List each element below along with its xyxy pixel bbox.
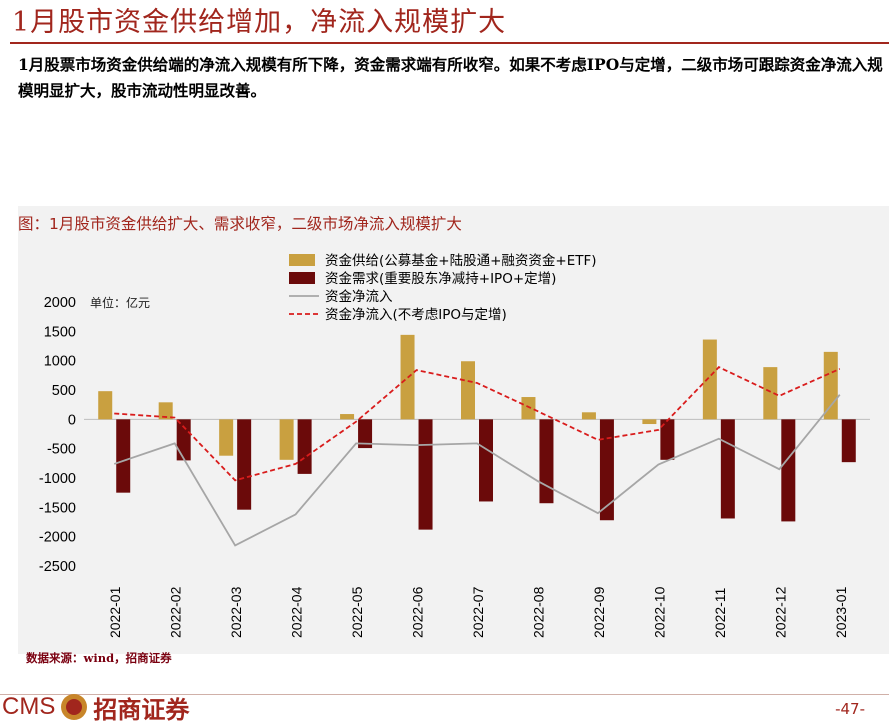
supply-bar [461, 361, 475, 420]
y-tick-label: -500 [47, 442, 76, 458]
y-tick-label: -1500 [39, 500, 76, 516]
supply-bar [219, 419, 234, 456]
legend-net-inflow-ex-ipo-label: 资金净流入(不考虑IPO与定增) [325, 307, 507, 323]
demand-bar [116, 419, 131, 493]
chart-bars [98, 334, 856, 530]
net-inflow-line [113, 394, 841, 547]
chart-legend: 资金供给(公募基金+陆股通+融资资金+ETF) 资金需求(重要股东净减持+IPO+… [289, 252, 597, 323]
y-tick-label: -2000 [39, 530, 76, 546]
demand-bar [358, 419, 373, 449]
y-tick-label: -1000 [39, 471, 76, 487]
x-tick-label: 2022-03 [228, 586, 244, 638]
x-tick-label: 2023-01 [833, 586, 849, 638]
supply-bar [823, 351, 838, 420]
demand-bar [176, 419, 191, 461]
logo-cms-text: CMS [2, 693, 56, 720]
supply-bar [279, 419, 294, 460]
demand-bar [418, 419, 433, 530]
brand-logo: CMS 招商证券 [2, 690, 189, 724]
demand-bar [841, 419, 856, 463]
demand-bar [237, 419, 252, 510]
x-tick-label: 2022-09 [591, 586, 607, 638]
demand-bar [539, 419, 554, 504]
demand-bar [599, 419, 614, 521]
x-tick-label: 2022-10 [651, 586, 667, 638]
x-tick-label: 2022-02 [168, 586, 184, 638]
title-divider [10, 42, 889, 44]
legend-supply-swatch [289, 254, 315, 266]
legend-supply-label: 资金供给(公募基金+陆股通+融资资金+ETF) [325, 252, 597, 269]
x-tick-label: 2022-11 [712, 587, 728, 638]
y-tick-label: 500 [52, 383, 76, 399]
x-tick-label: 2022-04 [289, 586, 305, 638]
demand-bar [660, 419, 675, 460]
y-tick-label: 0 [68, 412, 76, 428]
logo-emblem-icon [61, 694, 88, 720]
unit-label: 单位：亿元 [90, 295, 150, 310]
supply-bar [340, 414, 355, 420]
y-axis: 2000 1500 1000 500 0 -500 -1000 -1500 -2000 -2500 [39, 295, 76, 575]
x-tick-label: 2022-08 [530, 586, 546, 638]
x-tick-label: 2022-06 [410, 586, 426, 638]
supply-bar [158, 402, 173, 420]
net-inflow-ex-ipo-line [114, 366, 841, 482]
supply-bar [581, 412, 596, 420]
summary-text: 1月股票市场资金供给端的净流入规模有所下降，资金需求端有所收窄。如果不考虑IPO… [18, 55, 883, 100]
supply-bar [702, 339, 717, 420]
x-tick-label: 2022-05 [349, 586, 365, 638]
supply-bar [521, 397, 536, 420]
demand-bar [781, 419, 796, 522]
legend-net-inflow-label: 资金净流入 [325, 289, 393, 305]
page-number: -47- [835, 700, 865, 718]
demand-bar [479, 419, 493, 502]
y-tick-label: 1000 [44, 354, 76, 370]
slide-title: 1月股市资金供给增加，净流入规模扩大 [12, 7, 507, 38]
legend-demand-swatch [289, 272, 315, 284]
x-axis: 2022-01 2022-02 2022-03 2022-04 2022-05 2022-… [107, 586, 849, 638]
y-tick-label: 1500 [44, 324, 76, 340]
x-tick-label: 2022-07 [470, 586, 486, 638]
y-tick-label: -2500 [39, 559, 76, 575]
logo-chinese-text: 招商证券 [93, 694, 190, 724]
chart-title: 图：1月股市资金供给扩大、需求收窄，二级市场净流入规模扩大 [18, 215, 462, 233]
supply-bar [98, 391, 113, 420]
legend-demand-label: 资金需求(重要股东净减持+IPO+定增) [325, 271, 556, 287]
supply-bar [763, 367, 778, 420]
x-tick-label: 2022-01 [107, 586, 123, 638]
footer-divider [0, 694, 889, 695]
supply-bar [642, 419, 657, 425]
y-tick-label: 2000 [44, 295, 76, 311]
demand-bar [297, 419, 312, 474]
data-source: 数据来源：wind，招商证券 [26, 651, 172, 665]
chart-panel [18, 206, 889, 654]
chart-lines [113, 366, 841, 547]
demand-bar [720, 419, 735, 519]
x-tick-label: 2022-12 [772, 586, 788, 638]
